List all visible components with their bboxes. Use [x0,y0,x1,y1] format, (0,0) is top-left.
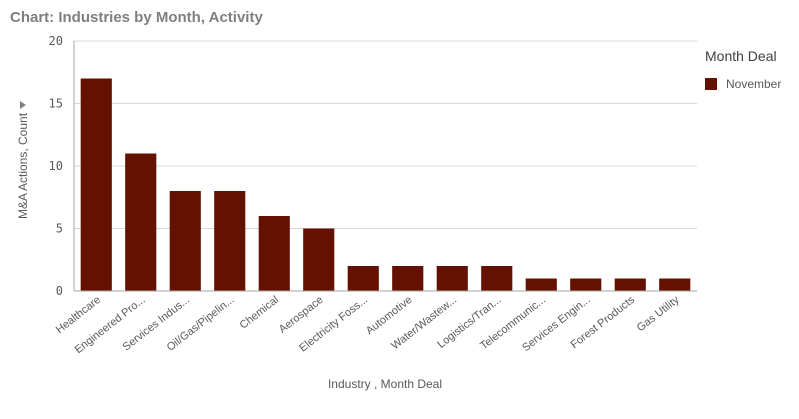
chart-title: Chart: Industries by Month, Activity [10,9,263,26]
bar-logistics-tran[interactable] [481,266,513,291]
y-tick-label: 0 [56,284,63,298]
y-tick-label: 15 [49,97,63,111]
bar-services-indus[interactable] [169,191,201,291]
gridlines [74,40,697,229]
y-axis-label: M&A Actions, Count [16,112,30,219]
legend-swatch [705,78,717,90]
bar-water-wastew[interactable] [436,266,468,291]
legend-title: Month Deal [705,48,777,64]
y-tick-label: 10 [49,159,63,173]
x-tick-label: Chemical [238,294,282,332]
bar-engineered-pro[interactable] [125,153,157,292]
bar-chemical[interactable] [258,216,290,291]
y-tick-label: 20 [49,34,63,48]
bar-services-engin[interactable] [570,278,602,292]
bar-healthcare[interactable] [80,78,112,292]
bar-telecommunic[interactable] [525,278,557,292]
bar-oil-gas-pipelin[interactable] [214,191,246,291]
x-tick-label: Gas Utility [635,294,682,335]
bar-forest-products[interactable] [614,278,646,292]
bar-electricity-foss[interactable] [347,266,379,291]
bar-automotive[interactable] [392,266,424,291]
bar-gas-utility[interactable] [659,278,691,292]
y-tick-label: 5 [56,222,63,236]
bar-aerospace[interactable] [303,228,335,292]
legend-item-november[interactable]: November [705,77,781,91]
x-axis-label: Industry , Month Deal [328,377,442,391]
y-axis-ticks: 0 5 10 15 20 [49,34,63,298]
bars [80,78,691,292]
axis-label-toggle-icon[interactable] [20,101,26,109]
legend-item-label: November [726,77,782,91]
